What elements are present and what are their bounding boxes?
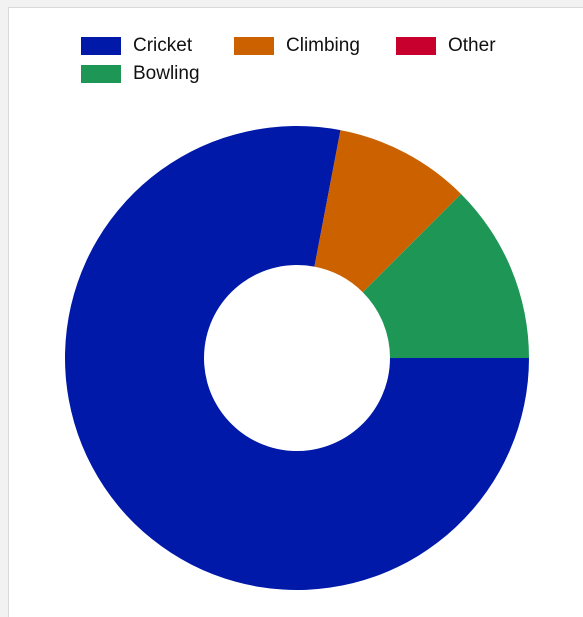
legend-item-climbing: Climbing [234,36,360,56]
legend-swatch-cricket [81,37,121,55]
donut-slices [65,126,529,590]
legend-swatch-other [396,37,436,55]
legend-label-bowling: Bowling [133,63,200,84]
legend-item-bowling: Bowling [81,64,200,84]
donut-slice-climbing[interactable] [314,130,462,293]
legend-label-cricket: Cricket [133,35,193,56]
legend-item-other: Other [396,36,496,56]
legend-label-other: Other [448,35,496,56]
donut-slice-bowling[interactable] [362,193,529,358]
legend-swatch-climbing [234,37,274,55]
legend-label-climbing: Climbing [286,35,360,56]
chart-legend: Cricket Climbing Other Bowling [0,0,583,90]
legend-item-cricket: Cricket [81,36,192,56]
donut-slice-cricket[interactable] [65,126,529,590]
legend-swatch-bowling [81,65,121,83]
